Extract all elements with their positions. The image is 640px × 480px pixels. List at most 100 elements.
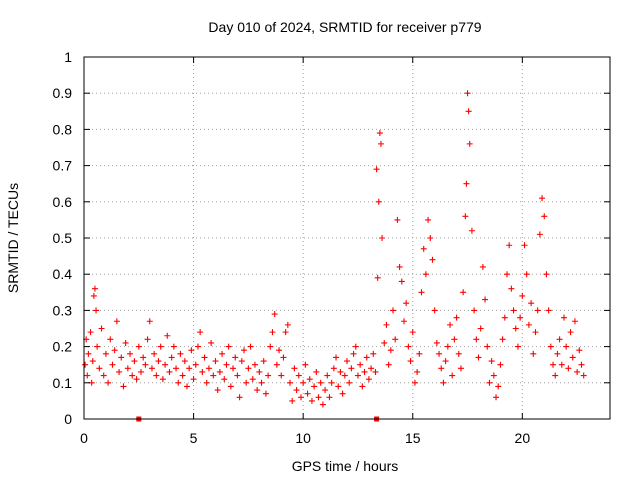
data-point — [170, 343, 177, 350]
data-point — [179, 372, 186, 379]
y-tick-label: 0.9 — [53, 85, 73, 101]
data-point — [308, 397, 315, 404]
data-point — [151, 350, 158, 357]
data-point — [302, 361, 309, 368]
data-point — [495, 383, 502, 390]
data-point — [333, 354, 340, 361]
x-tick-label: 10 — [295, 430, 311, 446]
data-point — [463, 180, 470, 187]
data-point — [547, 343, 554, 350]
data-point — [379, 235, 386, 241]
data-point — [493, 394, 500, 401]
data-point — [210, 372, 217, 379]
data-point — [468, 227, 475, 234]
y-tick-label: 0.4 — [53, 266, 73, 282]
data-point — [256, 368, 263, 375]
data-point — [569, 354, 576, 361]
data-point — [243, 379, 250, 386]
data-point — [129, 372, 136, 379]
data-point — [260, 358, 267, 365]
data-point — [414, 368, 421, 375]
data-point — [567, 329, 574, 336]
data-point — [284, 321, 291, 328]
data-point — [240, 347, 247, 354]
y-tick-label: 0 — [64, 411, 72, 427]
data-point — [479, 263, 486, 270]
y-axis-label: SRMTID / TECUs — [5, 183, 21, 293]
data-point — [383, 321, 390, 328]
data-point — [405, 343, 412, 350]
data-point — [84, 372, 91, 379]
data-point — [344, 358, 350, 365]
data-point — [418, 289, 425, 296]
data-point — [447, 321, 454, 328]
data-point — [142, 361, 149, 368]
data-point — [322, 387, 329, 394]
data-point — [300, 379, 307, 386]
data-point — [376, 130, 383, 137]
data-point — [488, 358, 495, 365]
data-point — [212, 358, 219, 365]
data-point — [124, 365, 131, 372]
data-point — [173, 365, 180, 372]
data-point — [232, 354, 239, 361]
data-point — [368, 365, 375, 372]
data-point — [304, 390, 311, 397]
data-point — [162, 361, 169, 368]
data-point — [293, 387, 300, 394]
data-point — [85, 350, 92, 357]
data-point — [105, 379, 112, 386]
data-point — [497, 361, 504, 368]
data-point — [387, 347, 394, 354]
data-point — [219, 350, 226, 357]
data-point — [324, 372, 331, 379]
data-point — [225, 343, 232, 350]
chart-title: Day 010 of 2024, SRMTID for receiver p77… — [208, 19, 481, 35]
data-point — [354, 372, 361, 379]
data-point — [365, 376, 372, 383]
data-point — [394, 216, 401, 223]
data-point — [541, 213, 548, 220]
data-point — [578, 361, 585, 368]
data-point — [109, 361, 116, 368]
data-point — [289, 397, 296, 404]
y-tick-label: 0.7 — [53, 158, 73, 174]
data-point — [82, 361, 89, 368]
data-point — [155, 358, 162, 365]
data-point — [550, 361, 557, 368]
data-point — [563, 343, 570, 350]
data-point — [311, 383, 318, 390]
data-point — [373, 166, 380, 173]
data-point — [238, 358, 245, 365]
data-point — [186, 365, 193, 372]
data-point — [133, 376, 140, 383]
axis-ticks: 00.10.20.30.40.50.60.70.80.910 5 10 15 20 — [53, 49, 610, 446]
data-marks — [82, 90, 587, 422]
data-point — [552, 372, 559, 379]
data-point — [137, 368, 144, 375]
x-axis-label: GPS time / hours — [292, 458, 399, 474]
data-point — [91, 285, 98, 292]
data-point — [175, 379, 182, 386]
y-tick-label: 0.8 — [53, 121, 73, 137]
data-point — [94, 343, 101, 350]
data-point — [144, 336, 151, 343]
data-point — [131, 358, 138, 365]
data-point — [580, 372, 587, 379]
data-point — [90, 292, 97, 299]
data-point — [403, 300, 410, 307]
data-point — [135, 343, 142, 350]
y-tick-label: 0.3 — [53, 302, 73, 318]
data-point — [245, 365, 252, 372]
data-point — [359, 383, 366, 390]
data-point — [295, 372, 302, 379]
data-point — [273, 361, 280, 368]
data-point — [111, 347, 118, 354]
data-point — [528, 300, 535, 307]
data-point — [282, 329, 289, 336]
data-point — [462, 213, 469, 220]
data-point — [118, 354, 125, 361]
data-point — [506, 242, 513, 249]
data-point — [197, 329, 204, 336]
data-point — [188, 347, 195, 354]
